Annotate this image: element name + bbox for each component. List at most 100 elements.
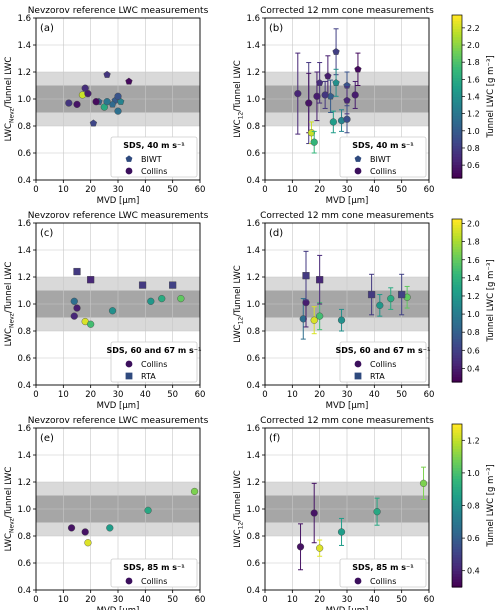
colorbar-segment bbox=[452, 227, 462, 231]
y-axis-label-sub: Nevz bbox=[9, 313, 16, 328]
data-point-circle bbox=[296, 543, 305, 551]
colorbar-segment bbox=[452, 327, 462, 331]
data-point-circle bbox=[84, 89, 92, 98]
colorbar-segment bbox=[452, 219, 462, 223]
colorbar-segment bbox=[452, 50, 462, 54]
colorbar-segment bbox=[452, 362, 462, 367]
colorbar-segment bbox=[452, 578, 462, 583]
x-tick-label: 20 bbox=[85, 595, 96, 605]
colorbar-segment bbox=[452, 538, 462, 542]
y-axis-label-rest: /Tunnel LWC bbox=[233, 60, 243, 112]
colorbar-segment bbox=[452, 494, 462, 498]
colorbar-segment bbox=[452, 28, 462, 32]
data-point-circle bbox=[81, 528, 89, 536]
colorbar-tick-label: 0.8 bbox=[467, 502, 480, 511]
panel-label: (b) bbox=[269, 23, 283, 34]
x-tick-label: 50 bbox=[396, 185, 407, 195]
y-tick-label: 1.0 bbox=[246, 300, 260, 310]
y-tick-label: 1.0 bbox=[246, 95, 260, 105]
colorbar-segment bbox=[452, 44, 462, 49]
data-point-square bbox=[368, 290, 376, 299]
y-axis-label: LWC12/Tunnel LWC bbox=[233, 265, 245, 343]
x-tick-label: 10 bbox=[287, 390, 298, 400]
colorbar-segment bbox=[452, 74, 462, 79]
colorbar-segment bbox=[452, 491, 462, 496]
y-axis-label-sub: 12 bbox=[238, 522, 245, 530]
x-axis-label: MVD [µm] bbox=[97, 196, 140, 206]
colorbar-segment bbox=[452, 47, 462, 51]
x-tick-label: 10 bbox=[58, 185, 69, 195]
data-point-circle bbox=[316, 312, 324, 320]
y-tick-label: 0.4 bbox=[17, 586, 31, 596]
y-tick-label: 1.6 bbox=[246, 14, 260, 24]
y-axis-label-main: LWC bbox=[4, 533, 14, 551]
colorbar-segment bbox=[452, 510, 462, 515]
x-tick-label: 50 bbox=[167, 595, 178, 605]
colorbar-segment bbox=[452, 85, 462, 89]
colorbar-segment bbox=[452, 373, 462, 378]
y-tick-label: 1.6 bbox=[246, 219, 260, 229]
colorbar-segment bbox=[452, 104, 462, 108]
colorbar-label: Tunnel LWC [g m⁻³] bbox=[486, 259, 496, 342]
panel-title: Nevzorov reference LWC measurements bbox=[28, 416, 209, 426]
colorbar-tick-label: 0.4 bbox=[467, 364, 480, 373]
colorbar-segment bbox=[452, 55, 462, 60]
legend-label: Collins bbox=[370, 577, 396, 586]
panel-title: Corrected 12 mm cone measurements bbox=[260, 6, 434, 16]
y-tick-label: 0.4 bbox=[246, 176, 260, 186]
x-tick-label: 30 bbox=[342, 390, 353, 400]
legend: SDS, 60 and 67 m s⁻¹ Collins RTA bbox=[335, 341, 431, 383]
panel-title: Nevzorov reference LWC measurements bbox=[28, 211, 209, 221]
colorbar-segment bbox=[452, 322, 462, 326]
y-tick-label: 1.2 bbox=[246, 478, 260, 488]
legend-box bbox=[339, 558, 427, 588]
colorbar-segment bbox=[452, 456, 462, 460]
colorbar-segment bbox=[452, 72, 462, 76]
colorbar-segment bbox=[452, 305, 462, 310]
colorbar-segment bbox=[452, 150, 462, 155]
colorbar-tick-label: 0.6 bbox=[467, 534, 480, 543]
colorbar-tick-label: 1.0 bbox=[467, 310, 480, 319]
data-point-square bbox=[169, 281, 177, 289]
colorbar-segment bbox=[452, 77, 462, 81]
colorbar-label: Tunnel LWC [g m⁻³] bbox=[486, 464, 496, 547]
colorbar-segment bbox=[452, 360, 462, 364]
colorbar-segment bbox=[452, 443, 462, 447]
colorbar-segment bbox=[452, 96, 462, 100]
colorbar-tick-label: 1.6 bbox=[467, 75, 480, 84]
colorbar-segment bbox=[452, 39, 462, 43]
colorbar-segment bbox=[452, 448, 462, 452]
colorbar-segment bbox=[452, 295, 462, 299]
colorbar-segment bbox=[452, 559, 462, 564]
y-tick-label: 0.6 bbox=[246, 149, 260, 159]
legend-marker-circle bbox=[125, 167, 133, 175]
y-axis-label-main: LWC bbox=[233, 324, 243, 342]
colorbar-segment bbox=[452, 259, 462, 264]
data-point-pentagon bbox=[89, 119, 98, 127]
y-tick-label: 1.4 bbox=[246, 41, 260, 51]
colorbar-tick-label: 0.6 bbox=[467, 346, 480, 355]
data-point-circle bbox=[144, 506, 152, 514]
x-tick-label: 60 bbox=[195, 390, 206, 400]
x-tick-label: 0 bbox=[262, 390, 267, 400]
colorbar-segment bbox=[452, 292, 462, 296]
colorbar-segment bbox=[452, 338, 462, 342]
colorbar-segment bbox=[452, 532, 462, 536]
colorbar-segment bbox=[452, 535, 462, 539]
colorbar-segment bbox=[452, 243, 462, 247]
x-tick-label: 40 bbox=[369, 595, 380, 605]
colorbar-segment bbox=[452, 118, 462, 122]
colorbar-segment bbox=[452, 357, 462, 361]
colorbar-segment bbox=[452, 164, 462, 168]
colorbar-segment bbox=[452, 300, 462, 304]
y-axis-label-main: LWC bbox=[4, 123, 14, 141]
x-tick-label: 30 bbox=[113, 390, 124, 400]
y-axis-label-main: LWC bbox=[233, 119, 243, 137]
legend: SDS, 85 m s⁻¹ Collins bbox=[339, 558, 427, 588]
colorbar-segment bbox=[452, 23, 462, 27]
y-tick-label: 0.6 bbox=[17, 149, 31, 159]
data-point-circle bbox=[92, 98, 100, 106]
legend-marker-square bbox=[125, 372, 133, 380]
y-tick-label: 1.0 bbox=[17, 505, 31, 515]
